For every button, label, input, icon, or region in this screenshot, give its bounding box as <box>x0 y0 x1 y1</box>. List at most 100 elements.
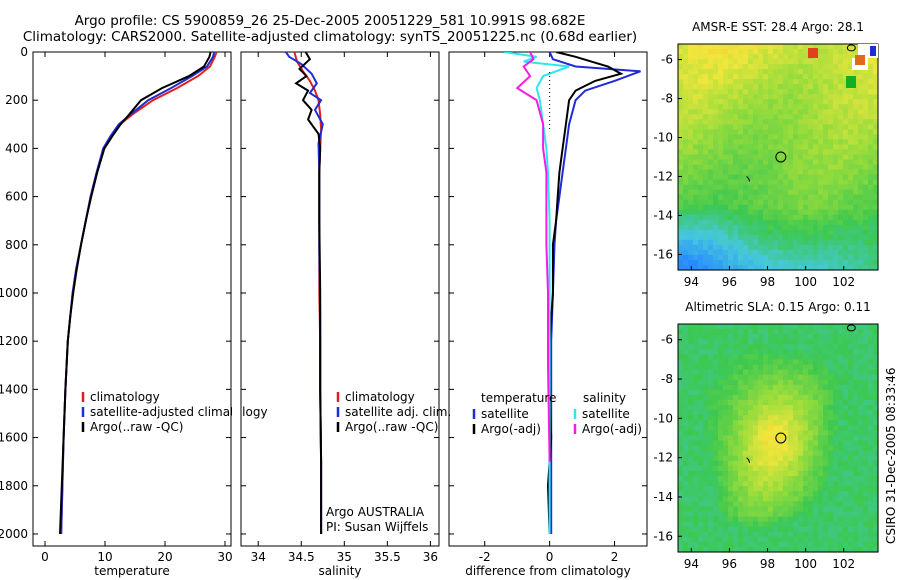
sla_map-cell <box>748 521 754 528</box>
sst_map-cell <box>758 144 764 151</box>
sst_map-cell <box>678 94 684 100</box>
sst_map-cell <box>763 249 769 256</box>
sst_map-cell <box>828 149 834 156</box>
sst_map-cell <box>723 104 729 110</box>
sla_map-cell <box>743 450 749 457</box>
sst_map-cell <box>688 109 694 115</box>
sla_map-cell <box>698 470 704 477</box>
sla_map-cell <box>693 476 699 482</box>
sst_map-cell <box>873 149 879 156</box>
sla_map-cell <box>848 476 854 482</box>
sst_map-cell <box>793 114 799 120</box>
sla_map-cell <box>828 546 834 553</box>
sst_map-cell <box>758 64 764 70</box>
sst_map-cell <box>733 264 739 271</box>
sla_map-cell <box>693 526 699 533</box>
sla_map-cell <box>758 435 764 442</box>
sla_map-cell <box>728 450 734 457</box>
sla_map-cell <box>863 476 869 482</box>
sst_map-cell <box>698 49 704 55</box>
sst_map-cell <box>818 129 824 135</box>
sla_map-cell <box>808 324 814 330</box>
sla_map-cell <box>818 476 824 482</box>
sla_map-cell <box>778 384 784 391</box>
sst_map-cell <box>798 139 804 146</box>
sla_map-cell <box>708 491 714 497</box>
sst_map-cell <box>708 144 714 151</box>
sst_map-cell <box>758 209 764 216</box>
sla_map-cell <box>758 506 764 513</box>
sst_map-island-cocos <box>746 176 751 182</box>
sla_map-cell <box>873 506 879 513</box>
sla_map-cell <box>738 354 744 361</box>
sst_map-cell <box>808 84 814 90</box>
sla_map-cell <box>808 339 814 345</box>
sla_map-cell <box>783 425 789 431</box>
sla_map-cell <box>788 384 794 391</box>
sla_map-cell <box>678 349 684 355</box>
sla_map-cell <box>773 496 779 502</box>
sst_map-cell <box>703 254 709 261</box>
sst_map-cell <box>718 159 724 166</box>
sla_map-cell <box>778 359 784 366</box>
sst_map-cell <box>753 264 759 271</box>
sla_map-cell <box>733 531 739 538</box>
sst_map-cell <box>748 119 754 125</box>
sst_map-cell <box>713 129 719 135</box>
sst_map-cell <box>768 159 774 166</box>
sal-legend-label: Argo(..raw -QC) <box>345 420 438 434</box>
sla_map-cell <box>768 455 774 462</box>
sst_map-cell <box>723 99 729 105</box>
sst_map-cell <box>748 199 754 206</box>
sla_map-cell <box>808 541 814 548</box>
sst_map-cell <box>728 229 734 236</box>
sst_map-cell <box>838 159 844 166</box>
sla_map-cell <box>688 511 694 518</box>
sla_map-cell <box>683 496 689 502</box>
sst_map-cell <box>703 64 709 70</box>
sla_map-cell <box>793 536 799 543</box>
sla_map-cell <box>853 541 859 548</box>
sst_map-cell <box>848 254 854 261</box>
sla_map-cell <box>868 465 874 472</box>
sst_map-cell <box>793 64 799 70</box>
sst_map-cell <box>803 59 809 65</box>
sla_map-cell <box>838 541 844 548</box>
sla_map-cell <box>763 374 769 381</box>
salinity-xtick-label: 35.5 <box>374 550 401 564</box>
sst_map-cell <box>773 109 779 115</box>
sla_map-cell <box>833 415 839 421</box>
sst_map-cell <box>763 224 769 231</box>
sla_map-cell <box>853 491 859 497</box>
sst_map-cell <box>758 174 764 181</box>
sla_map-cell <box>813 339 819 345</box>
sst_map-cell <box>733 234 739 241</box>
sst_map-cell <box>698 204 704 211</box>
sst_map-cell <box>773 189 779 196</box>
sst_map-cell <box>763 254 769 261</box>
sla_map-cell <box>858 339 864 345</box>
sst_map-cell <box>858 79 864 85</box>
sst_map-cell <box>683 79 689 85</box>
sst_map-cell <box>808 169 814 176</box>
sla_map-cell <box>708 501 714 507</box>
sla_map-cell <box>743 501 749 507</box>
sla_map-cell <box>803 486 809 492</box>
sst_map-cell <box>858 109 864 115</box>
sst_map-cell <box>863 119 869 125</box>
sst_map-cell <box>748 174 754 181</box>
sla_map-cell <box>838 389 844 396</box>
sst_map-cell <box>863 129 869 135</box>
sst_map-cell <box>768 244 774 251</box>
sla_map-cell <box>723 394 729 401</box>
sla_map-cell <box>683 425 689 431</box>
sst_map-cell <box>723 149 729 156</box>
sla_map-cell <box>858 546 864 553</box>
sst_map-cell <box>713 199 719 206</box>
sst_map-xtick-label: 100 <box>794 275 817 289</box>
sst_map-cell <box>848 64 854 70</box>
sst_map-cell <box>698 209 704 216</box>
sla_map-cell <box>863 465 869 472</box>
sla_map-cell <box>718 486 724 492</box>
sst_map-cell <box>703 184 709 191</box>
